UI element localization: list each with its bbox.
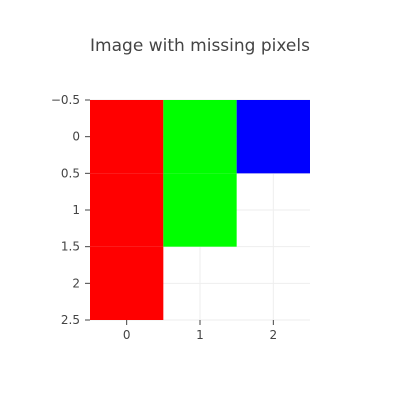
x-tick-label: 1 (196, 328, 204, 342)
chart-title: Image with missing pixels (90, 36, 310, 56)
x-tick-label: 0 (123, 328, 131, 342)
y-tick-label: 1 (72, 203, 80, 217)
image-pixels (90, 100, 310, 320)
y-tick-label: 2.5 (61, 313, 80, 327)
heatmap-pixel (90, 246, 164, 320)
y-axis: −0.5 0 0.5 1 1.5 2 2.5 (51, 93, 90, 327)
y-tick-label: 0 (72, 130, 80, 144)
heatmap-pixel (90, 173, 164, 247)
y-tick-label: 1.5 (61, 240, 80, 254)
y-tick-label: 0.5 (61, 166, 80, 180)
y-tick-label: 2 (72, 276, 80, 290)
x-axis: 0 1 2 (123, 320, 277, 342)
heatmap-pixel (236, 100, 310, 174)
y-tick-label: −0.5 (51, 93, 80, 107)
heatmap-pixel (90, 100, 164, 174)
heatmap-pixel (163, 173, 237, 247)
heatmap-pixel (163, 100, 237, 174)
x-tick-label: 2 (270, 328, 278, 342)
